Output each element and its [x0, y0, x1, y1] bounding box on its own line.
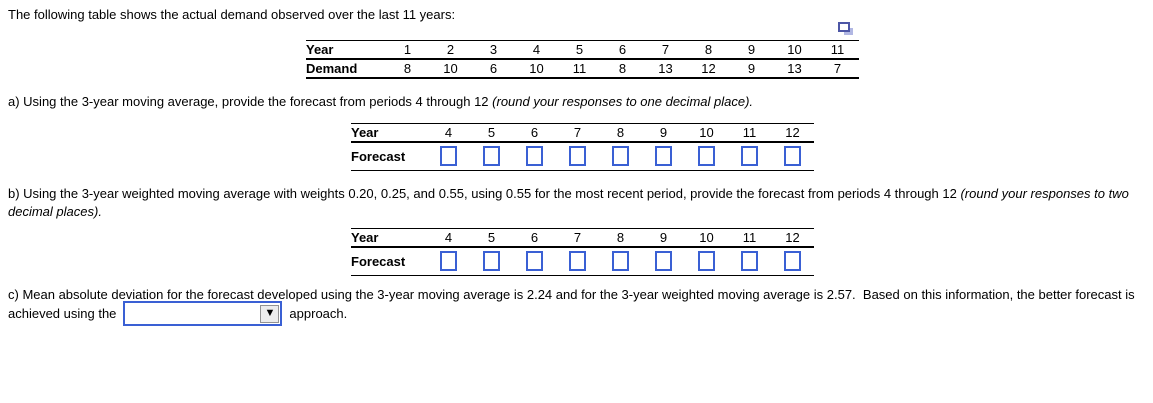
better-forecast-select[interactable]: ▼ [123, 301, 283, 326]
year-cell: 6 [513, 228, 556, 248]
demand-cell: 8 [403, 61, 412, 76]
forecast-b-input-row: Forecast [351, 247, 814, 276]
forecast-a-input-year-10[interactable] [698, 146, 715, 166]
part-c-line2-after: approach. [289, 306, 348, 321]
year-cell: 9 [642, 228, 685, 248]
demand-cell: 7 [833, 61, 842, 76]
forecast-b-year-row: Year 4 5 6 7 8 9 10 11 12 [351, 228, 814, 248]
forecast-a-input-year-6[interactable] [526, 146, 543, 166]
table-popout-icon[interactable] [838, 22, 854, 36]
forecast-b-input-year-5[interactable] [483, 251, 500, 271]
forecast-table-a: Year 4 5 6 7 8 9 10 11 12 Forecast [351, 123, 814, 171]
year-cell: 11 [816, 40, 859, 60]
forecast-b-input-year-7[interactable] [569, 251, 586, 271]
forecast-a-input-year-4[interactable] [440, 146, 457, 166]
year-cell: 6 [601, 40, 644, 60]
forecast-a-input-row: Forecast [351, 142, 814, 171]
year-cell: 6 [513, 123, 556, 143]
demand-cell: 8 [618, 61, 627, 76]
year-row-label: Year [351, 228, 427, 248]
year-cell: 1 [386, 40, 429, 60]
demand-row-label: Demand [306, 61, 358, 76]
year-cell: 11 [728, 228, 771, 248]
forecast-row-label: Forecast [351, 149, 406, 164]
part-b-line1-italic: (round your responses to two [960, 186, 1129, 201]
forecast-a-input-year-12[interactable] [784, 146, 801, 166]
demand-cell: 10 [443, 61, 458, 76]
forecast-b-input-year-11[interactable] [741, 251, 758, 271]
year-cell: 9 [730, 40, 773, 60]
forecast-a-year-row: Year 4 5 6 7 8 9 10 11 12 [351, 123, 814, 143]
demand-cell: 13 [787, 61, 802, 76]
forecast-a-input-year-11[interactable] [741, 146, 758, 166]
year-row-label: Year [306, 40, 386, 60]
year-cell: 8 [687, 40, 730, 60]
year-cell: 7 [556, 123, 599, 143]
forecast-b-input-year-12[interactable] [784, 251, 801, 271]
part-a-text-regular: a) Using the 3-year moving average, prov… [8, 94, 493, 109]
year-cell: 2 [429, 40, 472, 60]
year-cell: 7 [644, 40, 687, 60]
forecast-b-input-year-8[interactable] [612, 251, 629, 271]
year-cell: 8 [599, 123, 642, 143]
year-cell: 7 [556, 228, 599, 248]
demand-cell: 12 [701, 61, 716, 76]
year-cell: 5 [470, 228, 513, 248]
demand-cell: 11 [572, 61, 587, 76]
forecast-b-input-year-9[interactable] [655, 251, 672, 271]
year-cell: 3 [472, 40, 515, 60]
forecast-b-input-year-6[interactable] [526, 251, 543, 271]
year-cell: 4 [427, 123, 470, 143]
part-c-line2-before: achieved using the [8, 306, 117, 321]
part-b-line1-regular: b) Using the 3-year weighted moving aver… [8, 186, 961, 201]
year-cell: 5 [470, 123, 513, 143]
part-b-line2-italic: decimal places). [8, 204, 102, 219]
part-c-line1: c) Mean absolute deviation for the forec… [8, 287, 1135, 302]
dropdown-arrow-icon[interactable]: ▼ [260, 304, 280, 323]
year-cell: 8 [599, 228, 642, 248]
demand-cell: 6 [489, 61, 498, 76]
forecast-a-input-year-9[interactable] [655, 146, 672, 166]
year-cell: 11 [728, 123, 771, 143]
year-cell: 5 [558, 40, 601, 60]
forecast-b-input-year-4[interactable] [440, 251, 457, 271]
demand-cell: 9 [747, 61, 756, 76]
forecast-b-input-year-10[interactable] [698, 251, 715, 271]
part-a-text: a) Using the 3-year moving average, prov… [8, 94, 753, 109]
year-cell: 12 [771, 228, 814, 248]
part-a-text-italic: (round your responses to one decimal pla… [492, 94, 754, 109]
demand-table: Year 1 2 3 4 5 6 7 8 9 10 11 Demand 8 10… [306, 40, 859, 79]
intro-text: The following table shows the actual dem… [8, 7, 456, 22]
year-cell: 9 [642, 123, 685, 143]
part-c-line2: achieved using the ▼ approach. [8, 301, 347, 326]
demand-cell: 13 [658, 61, 673, 76]
year-row-label: Year [351, 123, 427, 143]
year-cell: 10 [685, 123, 728, 143]
forecast-table-b: Year 4 5 6 7 8 9 10 11 12 Forecast [351, 228, 814, 276]
part-b-text: b) Using the 3-year weighted moving aver… [8, 185, 1129, 221]
demand-table-year-row: Year 1 2 3 4 5 6 7 8 9 10 11 [306, 40, 859, 60]
demand-table-demand-row: Demand 8 10 6 10 11 8 13 12 9 13 7 [306, 59, 859, 78]
year-cell: 10 [685, 228, 728, 248]
part-b-line1: b) Using the 3-year weighted moving aver… [8, 185, 1129, 203]
year-cell: 4 [515, 40, 558, 60]
forecast-a-input-year-7[interactable] [569, 146, 586, 166]
popout-front-square [838, 22, 850, 32]
year-cell: 4 [427, 228, 470, 248]
year-cell: 10 [773, 40, 816, 60]
year-cell: 12 [771, 123, 814, 143]
forecast-a-input-year-8[interactable] [612, 146, 629, 166]
forecast-a-input-year-5[interactable] [483, 146, 500, 166]
demand-cell: 10 [529, 61, 544, 76]
forecast-row-label: Forecast [351, 254, 406, 269]
